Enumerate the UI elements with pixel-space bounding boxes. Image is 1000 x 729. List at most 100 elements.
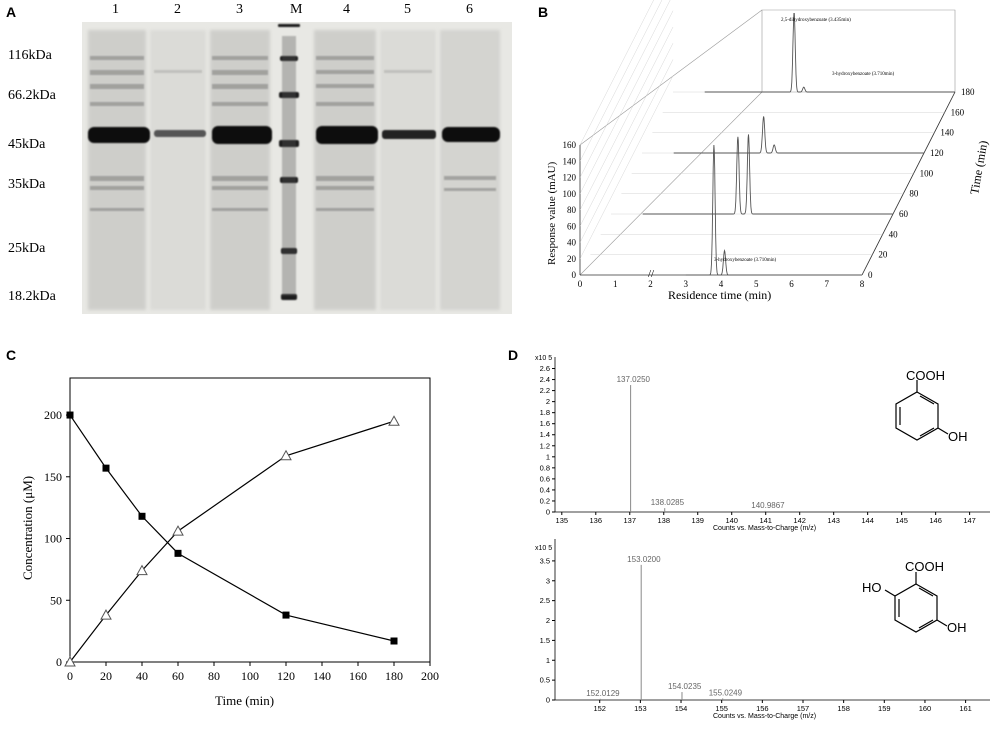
structure-group: OH [948,429,968,444]
x-tick-label: 3 [684,279,689,289]
grid-line [579,10,674,194]
y-tick-label: 0.2 [540,496,550,505]
data-point-square [66,411,74,419]
x-tick-label: 161 [959,704,972,713]
y-tick-label: 2 [546,397,550,406]
panel-letter-d: D [508,347,519,363]
x-tick-label: 60 [172,669,184,683]
y-tick-label: 1.8 [540,408,550,417]
x-tick-label: 156 [756,704,769,713]
y-tick-label: 100 [563,189,577,199]
z-tick-label: 140 [940,128,954,138]
x-tick-label: 6 [789,279,794,289]
y-tick-label: 1 [546,452,550,461]
peak-label: 152.0129 [586,689,620,698]
lane-label: M [290,2,303,17]
z-tick-label: 120 [930,148,944,158]
y-tick-label: 0.4 [540,485,550,494]
panel-letter-c: C [6,347,17,363]
z-tick-label: 80 [909,189,919,199]
series-line-triangle [69,420,395,663]
y-tick-label: 1.6 [540,419,550,428]
y-tick-label: 60 [567,221,577,231]
y-tick-label: 140 [563,156,577,166]
structure-group: COOH [906,368,945,383]
chromatogram-trace [673,116,924,154]
x-tick-label: 4 [719,279,724,289]
x-tick-label: 145 [895,516,908,525]
data-point-square [282,611,290,619]
data-point-triangle [388,415,400,426]
chart-c-xlabel: Time (min) [215,693,274,708]
y-tick-label: 0.6 [540,474,550,483]
x-tick-label: 157 [797,704,810,713]
y-tick-label: 0 [546,508,550,517]
x-tick-label: 152 [593,704,606,713]
y-tick-label: 2.4 [540,375,550,384]
y-tick-label: 3.5 [540,556,550,565]
axis-break-mark: // [648,268,655,280]
y-tick-label: 2.6 [540,364,550,373]
x-tick-label: 160 [919,704,932,713]
x-tick-label: 200 [421,669,439,683]
y-tick-label: 3 [546,576,550,585]
marker-label: 18.2kDa [8,289,56,304]
x-tick-label: 136 [590,516,603,525]
x-tick-label: 2 [648,279,653,289]
peak-annotation: 2,5-dihydroxybenzoate (3.435min) [781,18,851,23]
chromatogram-trace [685,144,862,276]
x-tick-label: 153 [634,704,647,713]
y-tick-label: 0 [56,655,62,669]
x-tick-label: 5 [754,279,759,289]
data-point-square [174,549,182,557]
peak-label: 153.0200 [627,555,661,564]
x-tick-label: 40 [136,669,148,683]
x-tick-label: 147 [963,516,976,525]
y-tick-label: 150 [44,470,62,484]
chromatogram-trace [642,134,893,215]
lane-label: 3 [236,2,243,17]
x-tick-label: 141 [759,516,772,525]
x-tick-label: 100 [241,669,259,683]
y-tick-label: 1.2 [540,441,550,450]
y-tick-label: 0 [572,270,577,280]
y-tick-label: 200 [44,408,62,422]
structure-group: OH [947,620,967,635]
x-tick-label: 8 [860,279,865,289]
lane-label: 2 [174,2,181,17]
structure-group: COOH [905,559,944,574]
chart-b-ylabel: Response value (mAU) [546,161,558,265]
y-tick-label: 50 [50,593,62,607]
x-tick-label: 137 [624,516,637,525]
z-tick-label: 40 [889,229,899,239]
chart-b-xlabel: Residence time (min) [668,288,771,302]
x-tick-label: 139 [691,516,704,525]
x-tick-label: 142 [793,516,806,525]
chart-d1: 135 136 137 138 139 140 141 142 143 144 145 146 147 0… [535,355,990,532]
y-tick-label: 20 [567,254,577,264]
lane-label: 5 [404,2,411,17]
chart-b: 0 1 2 3 4 5 6 7 80204060801001201401600204060801… [546,0,990,302]
structure-3-hydroxybenzoic [895,380,949,441]
y-tick-label: 1.4 [540,430,550,439]
x-tick-label: 0 [67,669,73,683]
grid-line [579,0,654,146]
data-point-triangle [172,525,184,536]
y-tick-label: 0 [546,696,550,705]
d1-scale-label: x10 5 [535,355,552,362]
peak-annotation: 3-hydroxybenzoate (3.710min) [832,72,895,77]
panel-letter-a: A [6,4,17,20]
data-point-triangle [100,609,112,620]
y-tick-label: 1 [546,656,550,665]
grid-line [579,75,674,259]
d2-scale-label: x10 5 [535,545,552,552]
structure-2-5-dihydroxybenzoic [884,572,948,633]
grid-line [579,26,674,211]
data-point-triangle [64,655,76,667]
x-tick-label: 140 [313,669,331,683]
x-tick-label: 154 [675,704,688,713]
x-tick-label: 0 [578,279,583,289]
panel-letter-b: B [538,4,549,20]
grid-line [579,59,674,243]
x-tick-label: 144 [861,516,874,525]
